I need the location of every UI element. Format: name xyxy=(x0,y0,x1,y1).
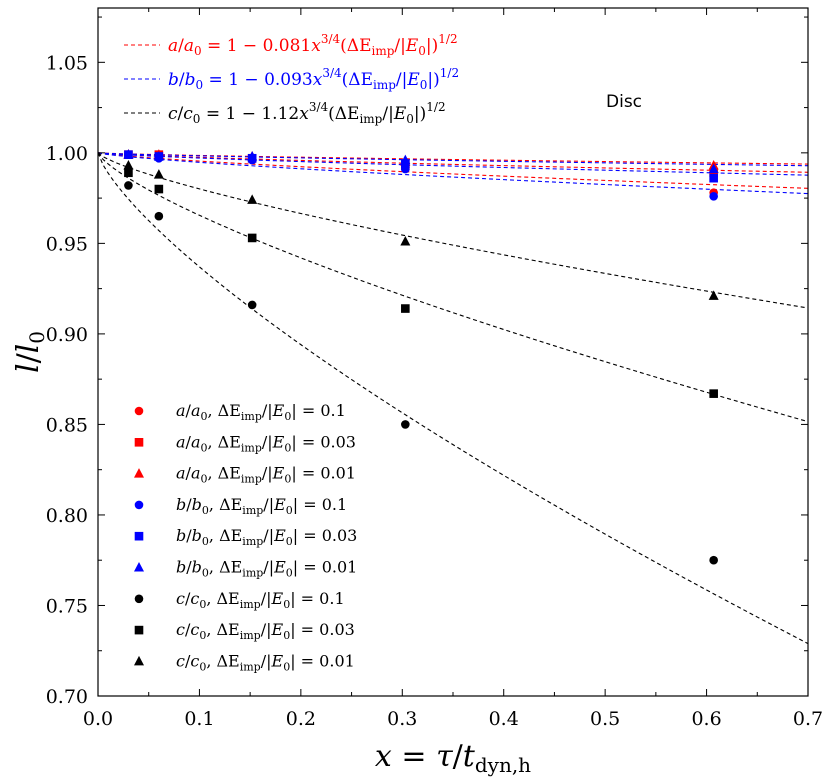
legend-label: a/a0, ΔEimp/|E0| = 0.03 xyxy=(176,432,356,454)
x-tick-label: 0.5 xyxy=(590,708,620,730)
data-point-c-square xyxy=(709,389,718,398)
legend-marker-b-triangle xyxy=(134,562,144,572)
legend-label: a/a0, ΔEimp/|E0| = 0.01 xyxy=(176,464,356,486)
data-point-c-circle xyxy=(124,181,133,190)
y-axis-label: l/l0 xyxy=(11,331,49,373)
y-tick-label: 1.00 xyxy=(46,143,88,165)
legend-marker-a-triangle xyxy=(134,468,144,478)
fit-line-c xyxy=(97,152,809,423)
marker-legend: a/a0, ΔEimp/|E0| = 0.1 a/a0, ΔEimp/|E0| =… xyxy=(134,401,357,673)
data-point-c-triangle xyxy=(153,169,164,179)
y-tick-label: 0.85 xyxy=(46,414,88,436)
legend-marker-c-square xyxy=(134,625,144,635)
fit-line-a xyxy=(97,152,809,173)
tick-labels: 0.0 0.1 0.2 0.3 0.4 0.5 0.6 0.7 0.70 0.75 0.80 0.85… xyxy=(46,52,823,730)
fit-lines xyxy=(97,152,809,645)
data-point-c-triangle xyxy=(400,236,411,246)
legend-marker-c-circle xyxy=(134,594,144,604)
legend-label: b/b0, ΔEimp/|E0| = 0.01 xyxy=(176,558,357,580)
data-point-b-triangle xyxy=(708,163,719,174)
axis-ticks xyxy=(97,8,809,697)
fit-legend: a/a0 = 1 − 0.081x3/4(ΔEimp/|E0|)1/2 b/b0 … xyxy=(124,32,459,126)
legend-marker-a-circle xyxy=(134,406,144,416)
data-markers xyxy=(123,149,719,565)
legend-label: c/c0, ΔEimp/|E0| = 0.01 xyxy=(176,651,355,673)
legend-marker-b-square xyxy=(134,531,144,541)
legend-label: a/a0, ΔEimp/|E0| = 0.1 xyxy=(176,401,346,423)
x-axis-label: x = τ/tdyn,h xyxy=(375,739,531,777)
fit-legend-label-a: a/a0 = 1 − 0.081x3/4(ΔEimp/|E0|)1/2 xyxy=(168,32,458,58)
data-point-b-triangle xyxy=(247,150,258,161)
data-point-c-circle xyxy=(401,420,410,429)
y-tick-label: 1.05 xyxy=(46,52,88,74)
legend-marker-a-square xyxy=(134,438,144,447)
data-point-c-circle xyxy=(709,555,718,565)
fit-legend-label-c: c/c0 = 1 − 1.12x3/4(ΔEimp/|E0|)1/2 xyxy=(168,100,446,126)
fit-line-b xyxy=(97,152,809,167)
data-point-c-square xyxy=(154,184,164,194)
y-tick-label: 0.90 xyxy=(46,324,88,346)
data-point-c-triangle xyxy=(123,160,134,170)
data-point-c-square xyxy=(401,304,410,313)
legend-label: b/b0, ΔEimp/|E0| = 0.1 xyxy=(176,495,347,517)
x-tick-label: 0.1 xyxy=(184,708,214,730)
y-tick-label: 0.80 xyxy=(46,505,88,527)
x-tick-label: 0.0 xyxy=(83,708,113,730)
fit-line-a xyxy=(97,152,809,165)
fit-line-c xyxy=(97,152,809,645)
legend-marker-c-triangle xyxy=(134,655,144,666)
fit-line-c xyxy=(97,152,809,309)
data-point-b-triangle xyxy=(123,149,134,159)
legend-label: c/c0, ΔEimp/|E0| = 0.1 xyxy=(176,589,345,611)
y-tick-label: 0.75 xyxy=(46,595,88,617)
fit-line-b xyxy=(97,152,809,195)
y-tick-label: 0.95 xyxy=(46,233,88,255)
y-tick-label: 0.70 xyxy=(46,686,88,708)
data-point-c-square xyxy=(247,233,257,243)
data-point-c-triangle xyxy=(247,194,258,204)
data-point-c-square xyxy=(124,168,133,178)
data-point-b-circle xyxy=(709,191,718,201)
legend-marker-b-circle xyxy=(134,500,144,510)
data-point-b-triangle xyxy=(400,154,411,165)
x-tick-label: 0.2 xyxy=(286,708,316,730)
x-tick-label: 0.4 xyxy=(489,708,519,730)
disc-annotation: Disc xyxy=(606,92,642,112)
data-point-b-triangle xyxy=(153,150,164,161)
legend-label: c/c0, ΔEimp/|E0| = 0.03 xyxy=(176,620,355,642)
x-tick-label: 0.7 xyxy=(793,708,823,730)
data-point-c-circle xyxy=(154,211,164,221)
legend-label: b/b0, ΔEimp/|E0| = 0.03 xyxy=(176,526,357,548)
x-tick-label: 0.6 xyxy=(691,708,721,730)
x-tick-label: 0.3 xyxy=(387,708,417,730)
fit-legend-label-b: b/b0 = 1 − 0.093x3/4(ΔEimp/|E0|)1/2 xyxy=(168,66,459,92)
data-point-c-triangle xyxy=(708,290,719,300)
data-point-c-circle xyxy=(247,300,257,310)
data-point-b-square xyxy=(709,173,718,183)
